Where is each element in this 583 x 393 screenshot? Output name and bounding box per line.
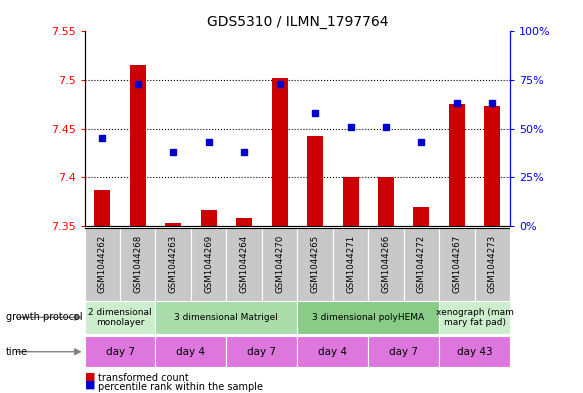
- Bar: [85, 336, 156, 367]
- Bar: [165, 223, 181, 226]
- Bar: [156, 301, 297, 334]
- Text: transformed count: transformed count: [98, 373, 189, 383]
- Bar: [94, 190, 110, 226]
- Text: GSM1044267: GSM1044267: [452, 235, 461, 294]
- Text: ■: ■: [85, 380, 95, 390]
- Bar: [297, 301, 439, 334]
- Bar: [449, 105, 465, 226]
- Text: day 4: day 4: [318, 347, 347, 357]
- Text: day 4: day 4: [177, 347, 205, 357]
- Bar: [191, 228, 226, 301]
- Bar: [226, 336, 297, 367]
- Bar: [297, 336, 368, 367]
- Text: growth protocol: growth protocol: [6, 312, 82, 322]
- Text: GSM1044271: GSM1044271: [346, 235, 355, 294]
- Text: GSM1044268: GSM1044268: [134, 235, 142, 294]
- Bar: [272, 78, 287, 226]
- Text: day 43: day 43: [457, 347, 493, 357]
- Bar: [262, 228, 297, 301]
- Bar: [226, 228, 262, 301]
- Text: day 7: day 7: [389, 347, 418, 357]
- Text: GSM1044273: GSM1044273: [488, 235, 497, 294]
- Bar: [484, 107, 500, 226]
- Text: GSM1044262: GSM1044262: [98, 235, 107, 294]
- Bar: [368, 336, 439, 367]
- Text: 2 dimensional
monolayer: 2 dimensional monolayer: [88, 308, 152, 327]
- Bar: [378, 177, 394, 226]
- Bar: [439, 228, 475, 301]
- Text: GSM1044266: GSM1044266: [381, 235, 391, 294]
- Text: 3 dimensional Matrigel: 3 dimensional Matrigel: [174, 313, 278, 322]
- Bar: [307, 136, 323, 226]
- Bar: [236, 218, 252, 226]
- Bar: [130, 64, 146, 226]
- Text: xenograph (mam
mary fat pad): xenograph (mam mary fat pad): [436, 308, 514, 327]
- Bar: [439, 301, 510, 334]
- Bar: [403, 228, 439, 301]
- Bar: [439, 336, 510, 367]
- Text: GSM1044263: GSM1044263: [168, 235, 178, 294]
- Bar: [85, 301, 156, 334]
- Title: GDS5310 / ILMN_1797764: GDS5310 / ILMN_1797764: [206, 15, 388, 29]
- Bar: [120, 228, 156, 301]
- Bar: [343, 177, 359, 226]
- Bar: [156, 228, 191, 301]
- Text: 3 dimensional polyHEMA: 3 dimensional polyHEMA: [312, 313, 424, 322]
- Bar: [368, 228, 404, 301]
- Text: GSM1044264: GSM1044264: [240, 235, 248, 294]
- Text: day 7: day 7: [247, 347, 276, 357]
- Bar: [297, 228, 333, 301]
- Bar: [333, 228, 368, 301]
- Bar: [85, 228, 120, 301]
- Bar: [413, 206, 430, 226]
- Text: GSM1044272: GSM1044272: [417, 235, 426, 294]
- Text: time: time: [6, 347, 28, 357]
- Text: day 7: day 7: [106, 347, 135, 357]
- Bar: [156, 336, 226, 367]
- Text: GSM1044270: GSM1044270: [275, 235, 284, 294]
- Text: ■: ■: [85, 371, 95, 382]
- Bar: [201, 210, 217, 226]
- Text: GSM1044269: GSM1044269: [204, 235, 213, 293]
- Bar: [475, 228, 510, 301]
- Text: GSM1044265: GSM1044265: [311, 235, 319, 294]
- Text: percentile rank within the sample: percentile rank within the sample: [98, 382, 263, 392]
